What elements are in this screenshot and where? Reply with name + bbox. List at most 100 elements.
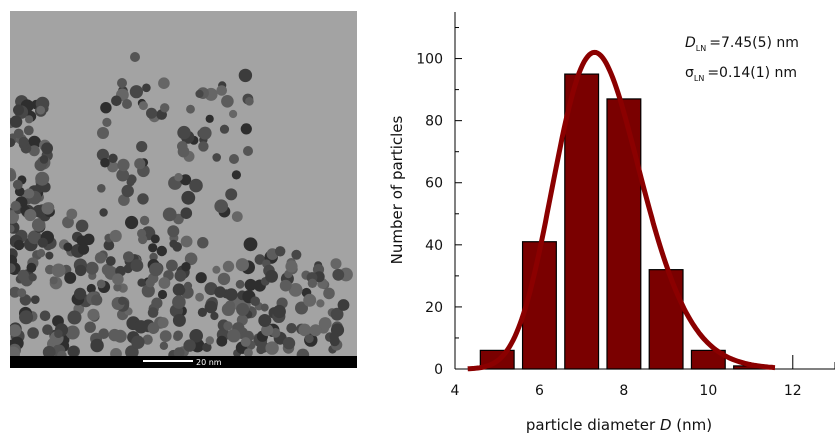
nanoparticle	[316, 299, 325, 308]
histogram-bar	[564, 73, 600, 370]
nanoparticle	[180, 235, 193, 248]
nanoparticles	[10, 52, 353, 362]
nanoparticle	[13, 128, 24, 139]
nanoparticle	[217, 272, 231, 286]
nanoparticle	[225, 300, 235, 311]
nanoparticle	[107, 161, 119, 173]
nanoparticle	[138, 101, 148, 111]
nanoparticle	[100, 157, 110, 168]
nanoparticle	[216, 335, 228, 347]
nanoparticle	[147, 322, 160, 335]
annotation-d-symbol: D	[685, 35, 696, 51]
histogram-bar	[690, 349, 726, 370]
nanoparticle	[36, 105, 46, 115]
y-axis-label: Number of particles	[388, 115, 406, 264]
nanoparticle	[240, 123, 252, 135]
nanoparticle	[205, 336, 214, 345]
nanoparticle	[184, 252, 198, 266]
nanoparticle	[116, 168, 130, 182]
nanoparticle	[28, 145, 40, 157]
histogram-bar	[606, 98, 642, 370]
nanoparticle	[75, 219, 89, 233]
nanoparticle	[51, 263, 66, 278]
nanoparticle	[272, 304, 286, 319]
nanoparticle	[216, 85, 227, 96]
nanoparticle	[177, 145, 190, 158]
nanoparticle	[30, 295, 40, 305]
nanoparticle	[166, 259, 178, 272]
nanoparticle	[130, 259, 144, 272]
nanoparticle	[160, 103, 170, 113]
nanoparticle	[112, 273, 124, 286]
nanoparticle	[275, 246, 286, 257]
nanoparticle	[41, 202, 54, 215]
nanoparticle	[137, 228, 147, 239]
x-axis-label-var: D	[660, 416, 672, 434]
nanoparticle	[243, 146, 253, 156]
nanoparticle	[174, 269, 187, 282]
nanoparticle	[337, 299, 350, 311]
nanoparticle	[101, 263, 114, 276]
nanoparticle	[66, 208, 78, 220]
nanoparticle	[122, 99, 132, 109]
nanoparticle	[198, 141, 209, 152]
nanoparticle	[212, 153, 221, 162]
nanoparticle	[10, 138, 16, 148]
nanoparticle	[97, 184, 106, 193]
nanoparticle	[244, 278, 257, 291]
nanoparticle	[42, 324, 53, 336]
nanoparticle	[123, 251, 134, 263]
nanoparticle	[94, 252, 107, 264]
nanoparticle	[24, 208, 37, 222]
nanoparticle	[204, 300, 218, 314]
nanoparticle	[125, 345, 139, 359]
nanoparticle	[240, 337, 251, 347]
nanoparticle	[195, 272, 207, 284]
nanoparticle	[65, 325, 80, 340]
nanoparticle	[62, 216, 74, 229]
y-tick-label: 100	[416, 52, 443, 68]
nanoparticle	[214, 286, 226, 298]
nanoparticle	[87, 308, 100, 321]
nanoparticle	[91, 294, 103, 306]
annotation-sigma-ln: σLN =0.14(1) nm	[685, 65, 797, 83]
nanoparticle	[118, 296, 127, 305]
nanoparticle	[142, 83, 151, 93]
nanoparticle	[117, 158, 130, 172]
nanoparticle	[236, 302, 250, 316]
nanoparticle	[159, 330, 172, 342]
nanoparticle	[27, 327, 39, 339]
nanoparticle	[41, 142, 53, 155]
x-tick-label: 4	[451, 383, 460, 399]
nanoparticle	[75, 264, 87, 277]
nanoparticle	[231, 170, 241, 180]
nanoparticle	[131, 335, 145, 349]
nanoparticle	[23, 125, 34, 136]
y-tick-label: 40	[425, 238, 443, 254]
nanoparticle	[195, 292, 205, 302]
nanoparticle	[103, 239, 115, 251]
nanoparticle	[28, 273, 37, 282]
nanoparticle	[238, 68, 253, 83]
nanoparticle	[303, 293, 317, 307]
tem-micrograph: 20 nm	[10, 11, 357, 368]
nanoparticle	[123, 264, 133, 274]
nanoparticle	[235, 279, 245, 289]
nanoparticle	[235, 258, 249, 272]
nanoparticle	[63, 242, 73, 252]
nanoparticle	[49, 276, 58, 285]
nanoparticle	[298, 323, 312, 337]
nanoparticle	[205, 114, 214, 123]
nanoparticle	[27, 135, 41, 149]
nanoparticle	[77, 243, 90, 255]
nanoparticle	[26, 262, 37, 273]
nanoparticle	[13, 239, 25, 251]
nanoparticle	[111, 95, 122, 107]
nanoparticle	[222, 260, 235, 273]
nanoparticle	[183, 339, 196, 352]
nanoparticle	[288, 283, 303, 297]
nanoparticle	[225, 188, 238, 201]
nanoparticle	[149, 252, 158, 262]
nanoparticle	[304, 334, 314, 343]
nanoparticle	[214, 199, 228, 213]
